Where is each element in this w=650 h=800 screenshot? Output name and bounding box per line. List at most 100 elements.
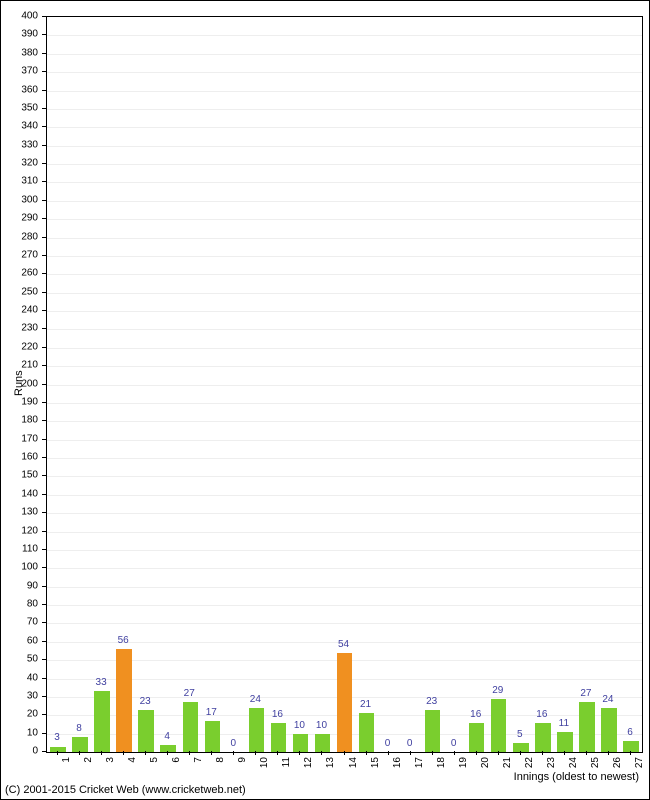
y-tick-label: 50: [27, 654, 38, 665]
bar: [183, 702, 198, 752]
x-tick-label: 13: [325, 757, 336, 768]
y-tick-mark: [42, 494, 46, 495]
x-tick-mark: [145, 751, 146, 755]
x-tick-label: 4: [127, 757, 138, 763]
bar-value-label: 27: [580, 688, 591, 699]
copyright-text: (C) 2001-2015 Cricket Web (www.cricketwe…: [5, 784, 246, 796]
grid-line: [47, 348, 642, 349]
y-tick-label: 40: [27, 672, 38, 683]
x-tick-mark: [57, 751, 58, 755]
x-tick-label: 16: [392, 757, 403, 768]
x-tick-mark: [542, 751, 543, 755]
bar-value-label: 17: [206, 707, 217, 718]
bar-value-label: 0: [231, 738, 237, 749]
y-tick-label: 140: [21, 488, 38, 499]
bar: [271, 723, 286, 752]
bar-value-label: 33: [96, 677, 107, 688]
y-tick-label: 250: [21, 286, 38, 297]
x-tick-mark: [277, 751, 278, 755]
grid-line: [47, 219, 642, 220]
bar: [557, 732, 572, 752]
bar: [579, 702, 594, 752]
grid-line: [47, 72, 642, 73]
y-tick-label: 260: [21, 268, 38, 279]
x-tick-mark: [189, 751, 190, 755]
y-tick-label: 390: [21, 29, 38, 40]
bar-value-label: 0: [385, 738, 391, 749]
y-tick-mark: [42, 531, 46, 532]
bar-value-label: 16: [272, 709, 283, 720]
y-tick-label: 340: [21, 121, 38, 132]
y-tick-mark: [42, 457, 46, 458]
bar-value-label: 56: [118, 635, 129, 646]
x-tick-mark: [255, 751, 256, 755]
x-tick-mark: [366, 751, 367, 755]
grid-line: [47, 385, 642, 386]
y-tick-mark: [42, 237, 46, 238]
grid-line: [47, 35, 642, 36]
bar: [205, 721, 220, 752]
grid-line: [47, 109, 642, 110]
x-tick-label: 26: [612, 757, 623, 768]
grid-line: [47, 623, 642, 624]
y-tick-mark: [42, 328, 46, 329]
x-tick-label: 23: [546, 757, 557, 768]
y-tick-label: 170: [21, 433, 38, 444]
bar: [601, 708, 616, 752]
y-tick-mark: [42, 90, 46, 91]
grid-line: [47, 238, 642, 239]
y-tick-label: 190: [21, 396, 38, 407]
bar-value-label: 6: [627, 727, 633, 738]
grid-line: [47, 421, 642, 422]
x-tick-mark: [432, 751, 433, 755]
y-tick-label: 0: [32, 746, 38, 757]
bar: [359, 713, 374, 752]
y-tick-label: 230: [21, 323, 38, 334]
bar: [513, 743, 528, 752]
x-tick-label: 21: [502, 757, 513, 768]
x-tick-label: 9: [237, 757, 248, 763]
x-tick-mark: [608, 751, 609, 755]
y-tick-mark: [42, 163, 46, 164]
y-tick-label: 110: [22, 543, 38, 554]
grid-line: [47, 201, 642, 202]
x-tick-label: 22: [524, 757, 535, 768]
y-tick-label: 10: [27, 727, 38, 738]
bar: [72, 737, 87, 752]
bar-value-label: 11: [559, 718, 569, 729]
y-tick-mark: [42, 678, 46, 679]
bar: [293, 734, 308, 752]
y-tick-mark: [42, 567, 46, 568]
bar-value-label: 54: [338, 639, 349, 650]
x-tick-mark: [211, 751, 212, 755]
y-tick-mark: [42, 71, 46, 72]
bar: [623, 741, 638, 752]
x-tick-label: 10: [259, 757, 270, 768]
grid-line: [47, 127, 642, 128]
x-tick-mark: [101, 751, 102, 755]
x-tick-mark: [321, 751, 322, 755]
y-tick-mark: [42, 145, 46, 146]
grid-line: [47, 476, 642, 477]
y-tick-mark: [42, 659, 46, 660]
y-tick-mark: [42, 200, 46, 201]
bar-value-label: 0: [451, 738, 457, 749]
bar-value-label: 8: [76, 723, 82, 734]
bar-value-label: 0: [407, 738, 413, 749]
bar: [469, 723, 484, 752]
y-tick-mark: [42, 218, 46, 219]
x-tick-label: 24: [568, 757, 579, 768]
x-tick-label: 14: [348, 757, 359, 768]
y-tick-mark: [42, 34, 46, 35]
bar: [138, 710, 153, 752]
y-tick-label: 210: [21, 360, 38, 371]
x-tick-label: 1: [61, 757, 72, 763]
y-tick-mark: [42, 641, 46, 642]
y-tick-label: 180: [21, 415, 38, 426]
y-tick-mark: [42, 622, 46, 623]
y-tick-label: 220: [21, 341, 38, 352]
bar-value-label: 5: [517, 729, 523, 740]
x-tick-mark: [79, 751, 80, 755]
y-tick-label: 380: [21, 47, 38, 58]
y-tick-mark: [42, 402, 46, 403]
